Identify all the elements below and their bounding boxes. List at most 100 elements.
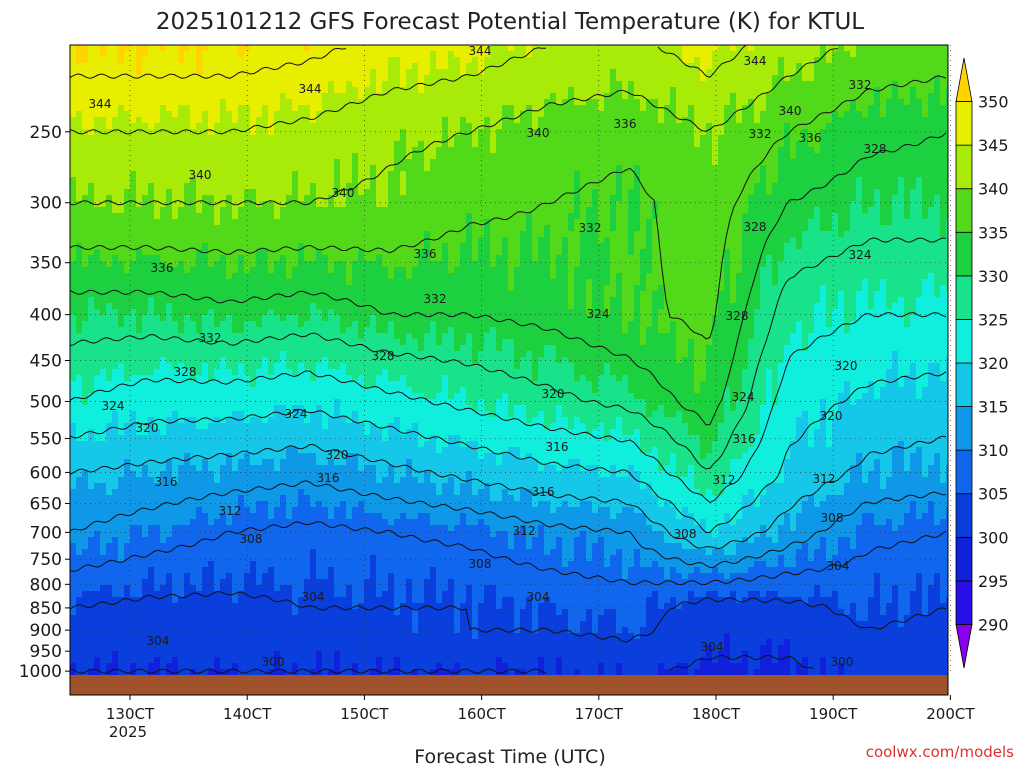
contour-label: 328 [372,349,395,363]
x-tick-label: 190CT [809,705,858,723]
colorbar-segment [955,188,973,233]
contour-label: 328 [744,220,767,234]
contour-label: 336 [414,247,437,261]
colorbar-segment [955,275,973,320]
contour-line [70,132,947,426]
x-year-label: 2025 [109,723,147,741]
contour-label: 304 [827,559,850,573]
contour-label: 320 [136,421,159,435]
contour-label: 300 [262,655,285,669]
contour-label: 316 [532,485,555,499]
contour-label: 324 [285,407,308,421]
ground-surface [70,675,948,695]
colorbar-segment [955,580,973,625]
y-tick-label: 800 [30,575,62,595]
contour-line [70,435,947,550]
contour-label: 336 [151,261,174,275]
contour-label: 308 [240,532,263,546]
y-tick-label: 400 [30,306,62,326]
contour-label: 328 [726,309,749,323]
contour-label: 328 [864,142,887,156]
contour-label: 344 [469,44,492,58]
contour-line [70,237,947,470]
colorbar-tick-label: 300 [978,528,1009,547]
colorbar-segment [955,144,973,190]
contour-label: 344 [744,54,767,68]
contour-label: 308 [674,527,697,541]
credit-label: coolwx.com/models [866,743,1014,761]
x-axis: 130CT 140CT 150CT 160CT 170CT 180CT 190CT 200CT [106,695,975,723]
colorbar-segment [955,231,973,277]
contour-line [70,590,947,643]
x-tick-label: 150CT [340,705,389,723]
x-tick-label: 140CT [223,705,272,723]
contour-label: 316 [733,432,756,446]
x-tick-label: 130CT [106,705,155,723]
contour-label: 332 [849,78,872,92]
contour-label: 312 [219,504,242,518]
colorbar-tick-label: 320 [978,354,1009,373]
contour-label: 344 [299,82,322,96]
contour-label: 304 [147,634,170,648]
colorbar-segment [955,624,973,669]
contour-label: 344 [89,97,112,111]
y-tick-label: 950 [30,642,62,662]
contour-label: 332 [424,292,447,306]
colorbar: 290 295 300 305 310 315 320 325 330 335 340 345 350 [955,57,1009,669]
colorbar-tick-label: 310 [978,441,1009,460]
colorbar-tick-label: 340 [978,180,1009,199]
y-tick-label: 350 [30,254,62,274]
contour-line [70,312,947,503]
y-tick-label: 250 [30,123,62,143]
x-tick-label: 160CT [457,705,506,723]
contour-line [70,75,947,340]
contour-line [70,480,947,569]
contour-label: 324 [587,307,610,321]
y-axis: 2503003504004505005506006507007508008509… [19,123,70,682]
y-tick-label: 850 [30,599,62,619]
contour-label: 332 [579,221,602,235]
contour-line [70,654,815,674]
colorbar-tick-label: 295 [978,572,1009,591]
contour-line [70,48,839,206]
y-tick-label: 450 [30,351,62,371]
x-axis-label: Forecast Time (UTC) [414,746,605,768]
x-tick-label: 180CT [692,705,741,723]
contour-label: 304 [701,640,724,654]
contour-label: 340 [779,104,802,118]
contour-label: 316 [317,471,340,485]
y-tick-label: 900 [30,621,62,641]
contour-label: 300 [831,655,854,669]
y-tick-label: 700 [30,523,62,543]
colorbar-tick-label: 350 [978,93,1009,112]
plot-frame [69,44,949,696]
contour-label: 324 [732,390,755,404]
contour-line [70,45,747,135]
contour-label: 320 [835,359,858,373]
y-tick-label: 550 [30,430,62,450]
colorbar-segment [955,493,973,538]
colorbar-segment [955,536,973,582]
plot-area: 344 344 344 340 336 340 340 344 332 340 336 332 328 3… [69,44,951,696]
contour-label: 312 [713,473,736,487]
colorbar-segment [955,319,973,364]
y-tick-label: 1000 [19,662,62,682]
contour-label: 340 [332,186,355,200]
x-tick-label: 170CT [575,705,624,723]
contour-label: 304 [527,590,550,604]
contour-label: 320 [326,448,349,462]
colorbar-segment [955,362,973,407]
colorbar-tick-label: 315 [978,398,1009,417]
y-tick-label: 750 [30,550,62,570]
y-tick-label: 500 [30,392,62,412]
colorbar-tick-label: 330 [978,267,1009,286]
contour-label: 320 [820,409,843,423]
y-tick-label: 650 [30,495,62,515]
contour-label: 308 [821,511,844,525]
colorbar-tick-label: 305 [978,485,1009,504]
colorbar-segment [955,406,973,451]
contour-label: 316 [155,475,178,489]
contour-label: 336 [799,131,822,145]
colorbar-segment [955,449,973,495]
